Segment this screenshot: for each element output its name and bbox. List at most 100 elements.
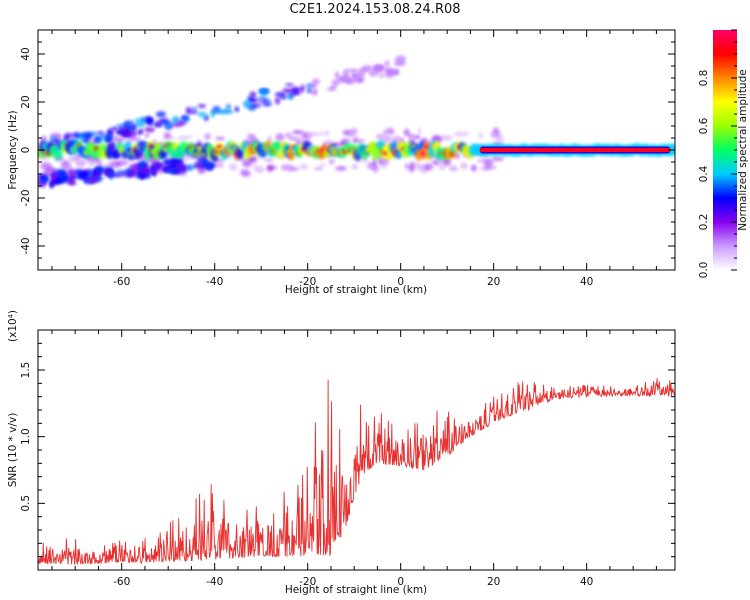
heat-noise <box>307 132 319 137</box>
heat-upper-branch <box>234 106 240 113</box>
heat-noise <box>181 135 193 139</box>
heat-upper-branch <box>384 60 390 67</box>
heat-upper-branch <box>351 68 358 73</box>
heat-upper-branch <box>330 85 337 90</box>
heat-noise <box>281 164 290 171</box>
heat-noise <box>491 156 504 162</box>
heat-noise <box>264 158 274 162</box>
spectrogram-panel: -60 -40 -20 0 20 40 -40 -20 0 20 40 Height of stra… <box>7 29 676 296</box>
snr-line <box>38 378 675 566</box>
snr-x-tick-label: -40 <box>206 576 223 588</box>
heat-noise <box>434 160 440 166</box>
heat-upper-branch <box>242 100 252 108</box>
heat-upper-branch <box>311 78 321 85</box>
heat-upper-branch <box>155 111 167 118</box>
colorbar-tick-label: 0.2 <box>698 214 710 231</box>
heat-upper-branch <box>197 111 207 118</box>
heat-noise <box>60 163 73 171</box>
heat-upper-branch <box>305 84 315 89</box>
heat-noise <box>449 165 458 172</box>
heat-upper-branch <box>334 71 340 80</box>
snr-frame <box>37 329 676 571</box>
heat-noise <box>478 132 483 139</box>
heat-upper-branch <box>358 78 364 83</box>
heat-noise <box>228 163 238 171</box>
heat-noise <box>391 135 402 144</box>
heat-upper-branch <box>249 98 260 103</box>
heat-noise <box>40 162 52 171</box>
colorbar-tick-label: 0.0 <box>698 262 710 279</box>
heat-upper-branch <box>158 118 170 125</box>
heat-upper-branch <box>185 106 192 115</box>
heat-upper-branch <box>260 88 269 95</box>
heat-noise <box>353 137 359 141</box>
heat-noise <box>460 162 468 170</box>
heat-noise <box>386 127 395 135</box>
heat-noise <box>409 164 415 173</box>
heat-noise <box>351 164 359 170</box>
heat-lower-branch <box>94 167 106 173</box>
colorbar-bar <box>713 30 737 270</box>
snr-y-tick-label: 1.0 <box>20 428 32 445</box>
heat-noise <box>489 131 499 138</box>
heat-upper-branch <box>337 76 345 83</box>
spectrogram-y-axis-label: Frequency (Hz) <box>7 110 19 189</box>
heat-upper-branch <box>144 127 155 133</box>
heat-upper-branch <box>116 123 123 128</box>
heat-noise <box>382 130 388 136</box>
heat-lower-branch <box>172 168 181 175</box>
snr-scale-label: (x10⁴) <box>7 310 19 342</box>
heat-noise <box>292 167 299 171</box>
heat-noise <box>438 158 444 166</box>
heat-noise <box>417 127 422 135</box>
heat-upper-branch <box>306 89 311 93</box>
heat-noise <box>328 159 335 165</box>
heat-upper-branch <box>99 133 109 139</box>
heat-noise <box>68 157 81 162</box>
heat-upper-branch <box>146 119 154 126</box>
heat-upper-branch <box>378 73 386 78</box>
heat-lower-branch <box>66 168 77 178</box>
snr-y-tick-label: 1.5 <box>20 362 32 379</box>
heat-upper-branch <box>86 133 92 138</box>
snr-x-axis-label: Height of straight line (km) <box>285 584 427 596</box>
heat-core-inner <box>479 147 671 153</box>
heat-upper-branch <box>191 106 197 111</box>
heat-noise <box>40 135 47 141</box>
heat-noise <box>313 167 324 171</box>
heat-noise <box>242 170 252 178</box>
colorbar-tick-label: 0.8 <box>698 70 710 87</box>
heat-upper-branch <box>171 116 181 124</box>
heat-upper-branch <box>275 96 281 105</box>
snr-x-tick-label: 40 <box>580 576 593 588</box>
heat-noise <box>404 163 410 171</box>
spectrogram-y-tick-label: 40 <box>20 47 32 60</box>
heat-lower-branch <box>125 168 132 175</box>
heat-hotspot <box>423 145 430 150</box>
heat-noise <box>485 165 497 170</box>
heat-upper-branch <box>361 65 374 73</box>
heat-upper-branch <box>300 84 305 93</box>
spectrogram-x-tick-label: -60 <box>113 276 130 288</box>
heat-lower-branch <box>170 158 180 163</box>
heat-upper-branch <box>127 130 138 137</box>
heat-lower-branch <box>192 164 199 169</box>
heat-noise <box>204 133 212 140</box>
heat-noise <box>372 165 379 173</box>
heat-noise <box>442 158 452 166</box>
heat-noise <box>87 162 98 166</box>
heat-noise <box>242 160 253 168</box>
spectrogram-x-tick-label: 20 <box>487 276 500 288</box>
heat-noise <box>266 164 274 172</box>
spectrogram-x-tick-label: 40 <box>580 276 593 288</box>
heat-upper-branch <box>395 55 406 64</box>
colorbar-ticks: 0.0 0.2 0.4 0.6 0.8 <box>698 29 737 279</box>
heat-noise <box>96 158 103 168</box>
heat-lower-branch <box>204 161 214 171</box>
heat-upper-branch <box>374 65 385 69</box>
heat-upper-branch <box>331 79 340 86</box>
heat-lower-branch <box>109 171 114 180</box>
heat-upper-branch <box>140 116 146 124</box>
heat-noise <box>438 164 446 171</box>
